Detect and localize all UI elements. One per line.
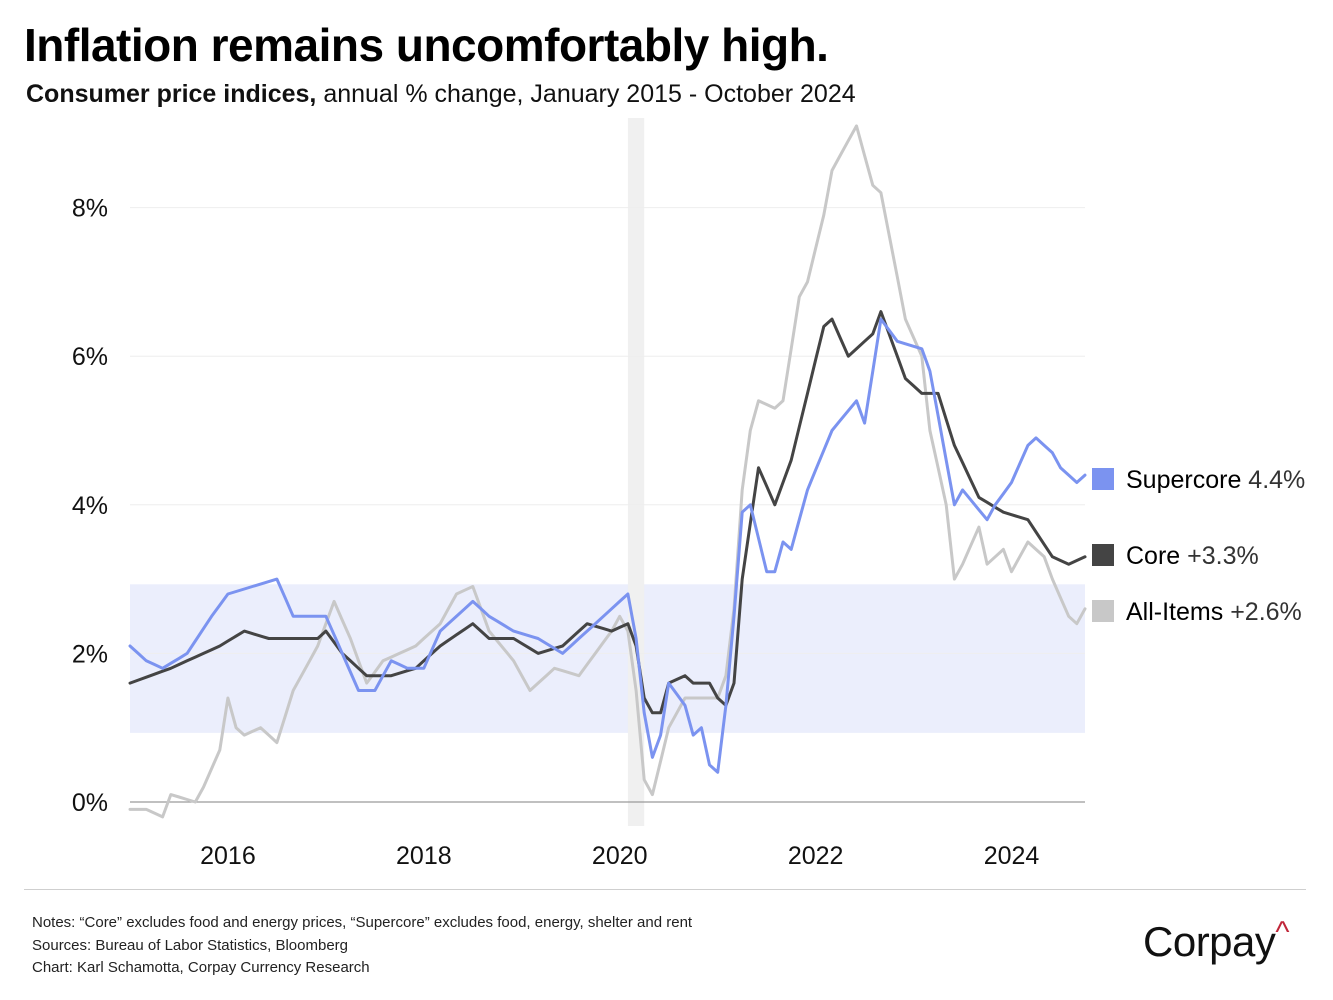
legend: Supercore 4.4% Core +3.3% All-Items +2.6%: [1092, 466, 1305, 626]
legend-series-value: +3.3%: [1187, 542, 1259, 570]
x-tick-label: 2020: [592, 842, 648, 870]
legend-swatch-all-items: [1092, 600, 1114, 622]
footer-divider: [24, 889, 1306, 890]
target-band: [130, 584, 1085, 733]
subtitle-rest: annual % change, January 2015 - October …: [316, 80, 856, 108]
x-tick-label: 2022: [788, 842, 844, 870]
legend-series-name: Core: [1126, 542, 1187, 570]
legend-swatch-supercore: [1092, 468, 1114, 490]
x-tick-label: 2016: [200, 842, 256, 870]
brand-caret-icon: ^: [1275, 916, 1289, 949]
brand-name: Corpay: [1143, 918, 1276, 965]
legend-series-value: +2.6%: [1230, 598, 1302, 626]
series-lines: [128, 124, 1087, 819]
chart-background-layer: [130, 118, 1085, 826]
recession-shading: [627, 118, 645, 826]
x-tick-label: 2018: [396, 842, 452, 870]
y-tick-label: 2%: [72, 640, 108, 668]
series-line-supercore: [128, 317, 1087, 774]
series-line-core: [128, 310, 1087, 715]
legend-series-name: All-Items: [1126, 598, 1230, 626]
inflation-line-chart: 0% 2% 4% 6% 8% 2016 2018 2020 2022 2024 Supercore…: [72, 118, 1305, 870]
y-tick-label: 8%: [72, 195, 108, 223]
sources-line: Sources: Bureau of Labor Statistics, Blo…: [32, 936, 348, 954]
legend-label-all-items: All-Items +2.6%: [1126, 598, 1302, 626]
axis-labels: 0% 2% 4% 6% 8% 2016 2018 2020 2022 2024: [72, 195, 1040, 870]
legend-series-name: Supercore: [1126, 466, 1248, 494]
y-tick-label: 6%: [72, 343, 108, 371]
chart-notes: Notes: “Core” excludes food and energy p…: [32, 912, 692, 980]
chart-subtitle: Consumer price indices, annual % change,…: [26, 80, 856, 109]
chart-title: Inflation remains uncomfortably high.: [24, 19, 829, 71]
subtitle-lead: Consumer price indices,: [26, 80, 317, 108]
corpay-logo: Corpay^: [1143, 916, 1289, 966]
legend-label-core: Core +3.3%: [1126, 542, 1259, 570]
legend-series-value: 4.4%: [1248, 466, 1305, 494]
y-tick-label: 0%: [72, 789, 108, 817]
legend-label-supercore: Supercore 4.4%: [1126, 466, 1305, 494]
y-tick-label: 4%: [72, 492, 108, 520]
notes-line: Notes: “Core” excludes food and energy p…: [32, 914, 693, 931]
legend-swatch-core: [1092, 544, 1114, 566]
x-tick-label: 2024: [984, 842, 1040, 870]
credit-line: Chart: Karl Schamotta, Corpay Currency R…: [32, 959, 370, 976]
